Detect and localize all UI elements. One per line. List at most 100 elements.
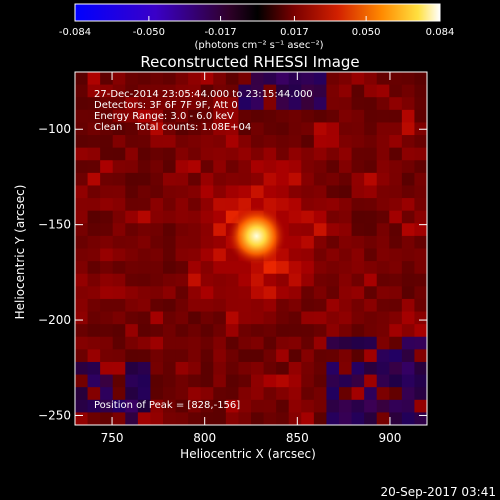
heatmap-cell <box>401 109 416 124</box>
heatmap-cell <box>75 198 89 212</box>
heatmap-cell <box>125 349 139 363</box>
heatmap-cell <box>188 298 202 313</box>
heatmap-cell <box>188 210 202 224</box>
heatmap-cell <box>200 248 214 262</box>
heatmap-cell <box>225 97 240 111</box>
heatmap-cell <box>401 235 416 250</box>
heatmap-cell <box>137 273 152 287</box>
heatmap-cell <box>100 223 114 237</box>
heatmap-cell <box>225 324 240 338</box>
heatmap-cell <box>313 122 328 136</box>
heatmap-cell <box>213 273 227 287</box>
heatmap-cell <box>376 324 390 338</box>
heatmap-cell <box>276 97 290 111</box>
heatmap-cell <box>112 273 126 287</box>
heatmap-cell <box>137 223 152 237</box>
heatmap-cell <box>251 84 265 98</box>
heatmap-cell <box>112 97 126 111</box>
heatmap-cell <box>339 160 353 174</box>
x-tick-label: 800 <box>193 431 216 445</box>
heatmap-cell <box>163 412 177 425</box>
heatmap-cell <box>326 122 340 136</box>
heatmap-cell <box>112 286 126 300</box>
heatmap-cell <box>125 223 139 237</box>
heatmap-cell <box>213 147 227 161</box>
heatmap-cell <box>376 349 390 363</box>
heatmap-cell <box>339 399 353 413</box>
heatmap-cell <box>263 387 277 401</box>
heatmap-cell <box>163 248 177 262</box>
heatmap-cell <box>288 324 302 338</box>
heatmap-cell <box>225 84 240 98</box>
heatmap-cell <box>364 399 378 413</box>
heatmap-cell <box>87 172 101 187</box>
heatmap-cell <box>100 122 114 136</box>
heatmap-cell <box>188 324 202 338</box>
heatmap-cell <box>213 399 227 413</box>
heatmap-cell <box>288 135 302 149</box>
heatmap-cell <box>100 135 114 149</box>
heatmap-cell <box>175 349 189 363</box>
heatmap-cell <box>100 387 114 401</box>
heatmap-cell <box>339 361 353 376</box>
heatmap-cell <box>251 97 265 111</box>
heatmap-cell <box>75 235 89 250</box>
heatmap-cell <box>326 336 340 350</box>
heatmap-cell <box>100 84 114 98</box>
heatmap-cell <box>112 399 126 413</box>
heatmap-cell <box>389 160 403 174</box>
heatmap-cell <box>251 399 265 413</box>
heatmap-cell <box>414 97 427 111</box>
heatmap-cell <box>213 298 227 313</box>
heatmap-cell <box>112 248 126 262</box>
heatmap-cell <box>150 122 164 136</box>
heatmap-cell <box>188 336 202 350</box>
heatmap-cell <box>326 172 340 187</box>
heatmap-cell <box>326 374 340 388</box>
heatmap-cell <box>339 223 353 237</box>
heatmap-cell <box>339 374 353 388</box>
y-tick-label: −200 <box>38 313 71 327</box>
heatmap-cell <box>100 198 114 212</box>
heatmap-cell <box>200 298 214 313</box>
heatmap-cell <box>150 361 164 376</box>
heatmap-cell <box>351 273 365 287</box>
heatmap-cell <box>389 223 403 237</box>
heatmap-cell <box>100 412 114 425</box>
heatmap-cell <box>75 374 89 388</box>
heatmap-cell <box>276 198 290 212</box>
heatmap-cell <box>238 286 252 300</box>
heatmap-cell <box>301 349 315 363</box>
detectors-text: Detectors: 3F 6F 7F 9F, Att 0 <box>94 100 238 111</box>
heatmap-cell <box>112 147 126 161</box>
peak-source <box>226 206 287 267</box>
heatmap-cell <box>401 311 416 325</box>
heatmap-cell <box>251 185 265 199</box>
y-tick-label: −250 <box>38 408 71 422</box>
heatmap-cell <box>75 135 89 149</box>
heatmap-cell <box>125 374 139 388</box>
heatmap-cell <box>87 273 101 287</box>
heatmap-cell <box>301 273 315 287</box>
heatmap-cell <box>200 286 214 300</box>
heatmap-cell <box>238 122 252 136</box>
heatmap-cell <box>238 109 252 124</box>
heatmap-cell <box>414 147 427 161</box>
heatmap-cell <box>276 298 290 313</box>
heatmap-cell <box>163 122 177 136</box>
heatmap-cell <box>87 412 101 425</box>
heatmap-cell <box>401 399 416 413</box>
heatmap-cell <box>301 84 315 98</box>
heatmap-cell <box>401 72 416 86</box>
heatmap-cell <box>163 349 177 363</box>
heatmap-cell <box>313 324 328 338</box>
colorbar-tick-label: -0.017 <box>204 27 236 38</box>
heatmap-cell <box>112 235 126 250</box>
heatmap-cell <box>288 374 302 388</box>
heatmap-cell <box>276 349 290 363</box>
heatmap-cell <box>200 387 214 401</box>
heatmap-cell <box>401 273 416 287</box>
heatmap-cell <box>238 72 252 86</box>
y-tick-label: −100 <box>38 122 71 136</box>
heatmap-cell <box>163 374 177 388</box>
